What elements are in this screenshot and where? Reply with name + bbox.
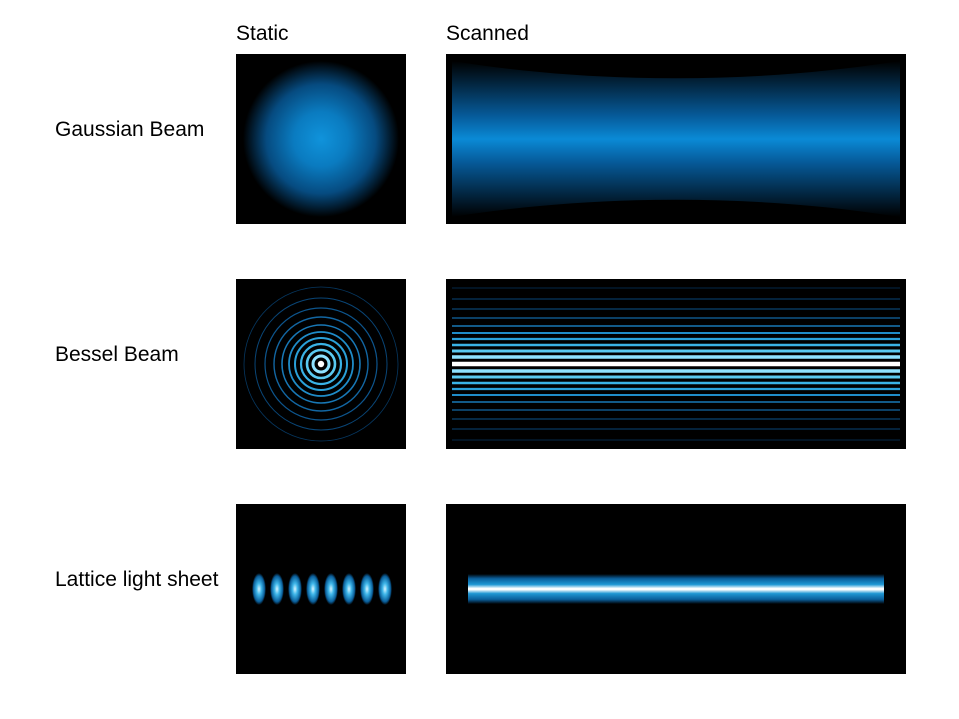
row-label-bessel: Bessel Beam — [55, 343, 179, 367]
panel-lattice-scanned — [446, 504, 906, 674]
col-header-scanned: Scanned — [446, 22, 529, 46]
bessel-scanned-svg — [446, 279, 906, 449]
panel-gaussian-static — [236, 54, 406, 224]
panel-gaussian-scanned — [446, 54, 906, 224]
panel-bessel-static — [236, 279, 406, 449]
gaussian-scanned-svg — [446, 54, 906, 224]
panel-lattice-static — [236, 504, 406, 674]
col-header-static: Static — [236, 22, 289, 46]
row-label-lattice: Lattice light sheet — [55, 568, 218, 592]
gaussian-static-svg — [236, 54, 406, 224]
bessel-static-svg — [236, 279, 406, 449]
lattice-static-svg — [236, 504, 406, 674]
row-label-gaussian: Gaussian Beam — [55, 118, 204, 142]
figure-page: Static Scanned Gaussian Beam Bessel Beam… — [0, 0, 959, 719]
lattice-scanned-svg — [446, 504, 906, 674]
panel-bessel-scanned — [446, 279, 906, 449]
